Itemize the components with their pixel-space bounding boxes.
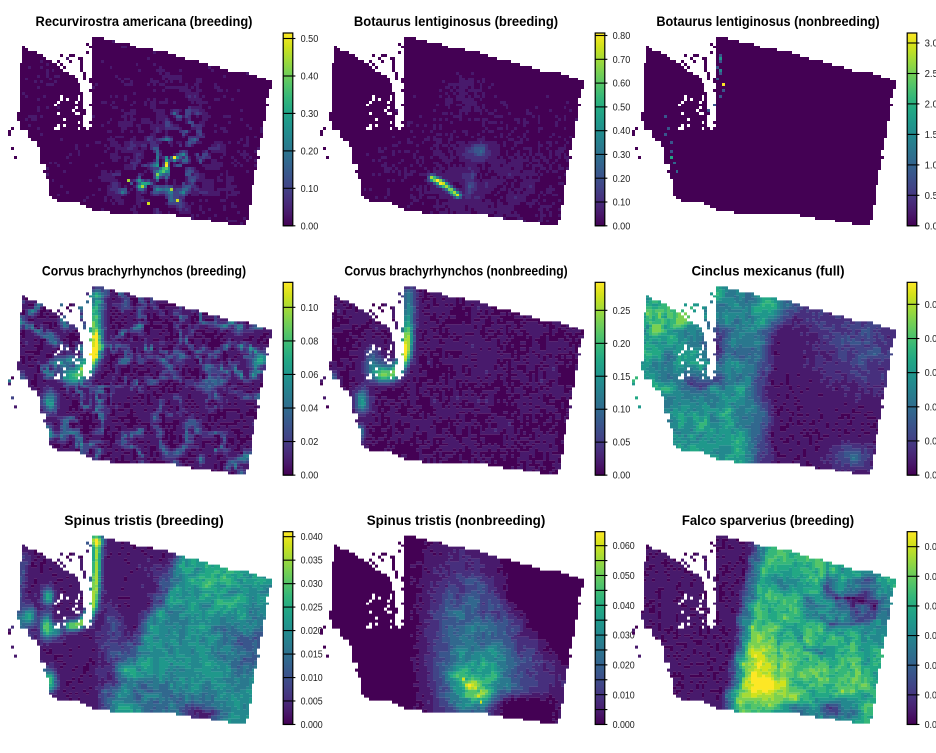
- svg-text:Botaurus lentiginosus (breedin: Botaurus lentiginosus (breeding): [354, 14, 558, 29]
- svg-text:0.20: 0.20: [613, 174, 631, 185]
- svg-text:0.000: 0.000: [925, 720, 936, 731]
- svg-text:0.40: 0.40: [613, 126, 631, 137]
- svg-text:2.5: 2.5: [925, 69, 936, 80]
- svg-text:1.5: 1.5: [925, 130, 936, 141]
- svg-text:0.20: 0.20: [613, 339, 631, 350]
- svg-text:0.030: 0.030: [613, 631, 636, 642]
- svg-text:0.05: 0.05: [613, 438, 631, 449]
- svg-text:0.010: 0.010: [301, 673, 324, 684]
- svg-text:Recurvirostra americana (breed: Recurvirostra americana (breeding): [36, 14, 253, 29]
- svg-text:0.20: 0.20: [301, 146, 319, 157]
- svg-text:Corvus brachyrhynchos (nonbree: Corvus brachyrhynchos (nonbreeding): [344, 264, 567, 279]
- svg-text:0.025: 0.025: [301, 603, 323, 614]
- svg-text:0.00: 0.00: [613, 221, 631, 232]
- svg-text:Spinus tristis (nonbreeding): Spinus tristis (nonbreeding): [367, 513, 546, 528]
- svg-text:0.02: 0.02: [925, 402, 936, 413]
- svg-text:0.040: 0.040: [301, 532, 324, 543]
- svg-text:Spinus tristis (breeding): Spinus tristis (breeding): [64, 513, 224, 528]
- svg-text:0.020: 0.020: [301, 626, 324, 637]
- svg-text:0.00: 0.00: [925, 471, 936, 482]
- svg-text:1.0: 1.0: [925, 160, 936, 171]
- svg-text:0.0: 0.0: [925, 221, 936, 232]
- svg-text:0.08: 0.08: [301, 336, 319, 347]
- svg-text:Corvus brachyrhynchos (breedin: Corvus brachyrhynchos (breeding): [42, 264, 246, 279]
- svg-text:2.0: 2.0: [925, 100, 936, 111]
- svg-text:0.010: 0.010: [925, 690, 936, 701]
- svg-text:0.04: 0.04: [301, 404, 319, 415]
- svg-text:0.15: 0.15: [613, 372, 631, 383]
- svg-text:0.5: 0.5: [925, 191, 936, 202]
- svg-text:0.10: 0.10: [301, 184, 319, 195]
- svg-text:0.80: 0.80: [613, 31, 631, 42]
- svg-text:0.00: 0.00: [613, 471, 631, 482]
- svg-text:0.10: 0.10: [613, 198, 631, 209]
- svg-text:0.30: 0.30: [613, 150, 631, 161]
- svg-text:0.50: 0.50: [301, 34, 319, 45]
- svg-text:0.25: 0.25: [613, 306, 631, 317]
- svg-text:0.030: 0.030: [925, 631, 936, 642]
- svg-text:0.10: 0.10: [613, 405, 631, 416]
- svg-text:0.00: 0.00: [301, 221, 319, 232]
- svg-text:0.040: 0.040: [613, 601, 636, 612]
- svg-text:0.30: 0.30: [301, 109, 319, 120]
- svg-text:0.06: 0.06: [301, 370, 319, 381]
- svg-text:Botaurus lentiginosus (nonbree: Botaurus lentiginosus (nonbreeding): [656, 14, 879, 29]
- svg-text:0.060: 0.060: [925, 542, 936, 553]
- svg-text:0.050: 0.050: [925, 572, 936, 583]
- svg-text:0.02: 0.02: [301, 437, 319, 448]
- svg-text:0.000: 0.000: [613, 720, 636, 731]
- svg-text:0.060: 0.060: [613, 541, 636, 552]
- svg-text:0.005: 0.005: [301, 697, 323, 708]
- svg-text:0.020: 0.020: [925, 661, 936, 672]
- svg-text:0.05: 0.05: [925, 300, 936, 311]
- svg-text:0.70: 0.70: [613, 55, 631, 66]
- svg-text:0.10: 0.10: [301, 303, 319, 314]
- svg-text:Cinclus mexicanus (full): Cinclus mexicanus (full): [691, 264, 844, 279]
- svg-text:0.010: 0.010: [613, 690, 636, 701]
- svg-text:0.040: 0.040: [925, 601, 936, 612]
- svg-text:0.60: 0.60: [613, 79, 631, 90]
- svg-text:0.40: 0.40: [301, 72, 319, 83]
- svg-text:0.050: 0.050: [613, 571, 636, 582]
- svg-text:0.020: 0.020: [613, 660, 636, 671]
- svg-text:0.00: 0.00: [301, 471, 319, 482]
- svg-text:0.030: 0.030: [301, 579, 324, 590]
- svg-text:Falco sparverius (breeding): Falco sparverius (breeding): [682, 513, 854, 528]
- svg-text:0.035: 0.035: [301, 556, 323, 567]
- svg-text:3.0: 3.0: [925, 39, 936, 50]
- svg-text:0.015: 0.015: [301, 650, 323, 661]
- svg-text:0.04: 0.04: [925, 334, 936, 345]
- svg-text:0.01: 0.01: [925, 437, 936, 448]
- svg-text:0.50: 0.50: [613, 102, 631, 113]
- svg-text:0.03: 0.03: [925, 368, 936, 379]
- svg-text:0.000: 0.000: [301, 720, 324, 731]
